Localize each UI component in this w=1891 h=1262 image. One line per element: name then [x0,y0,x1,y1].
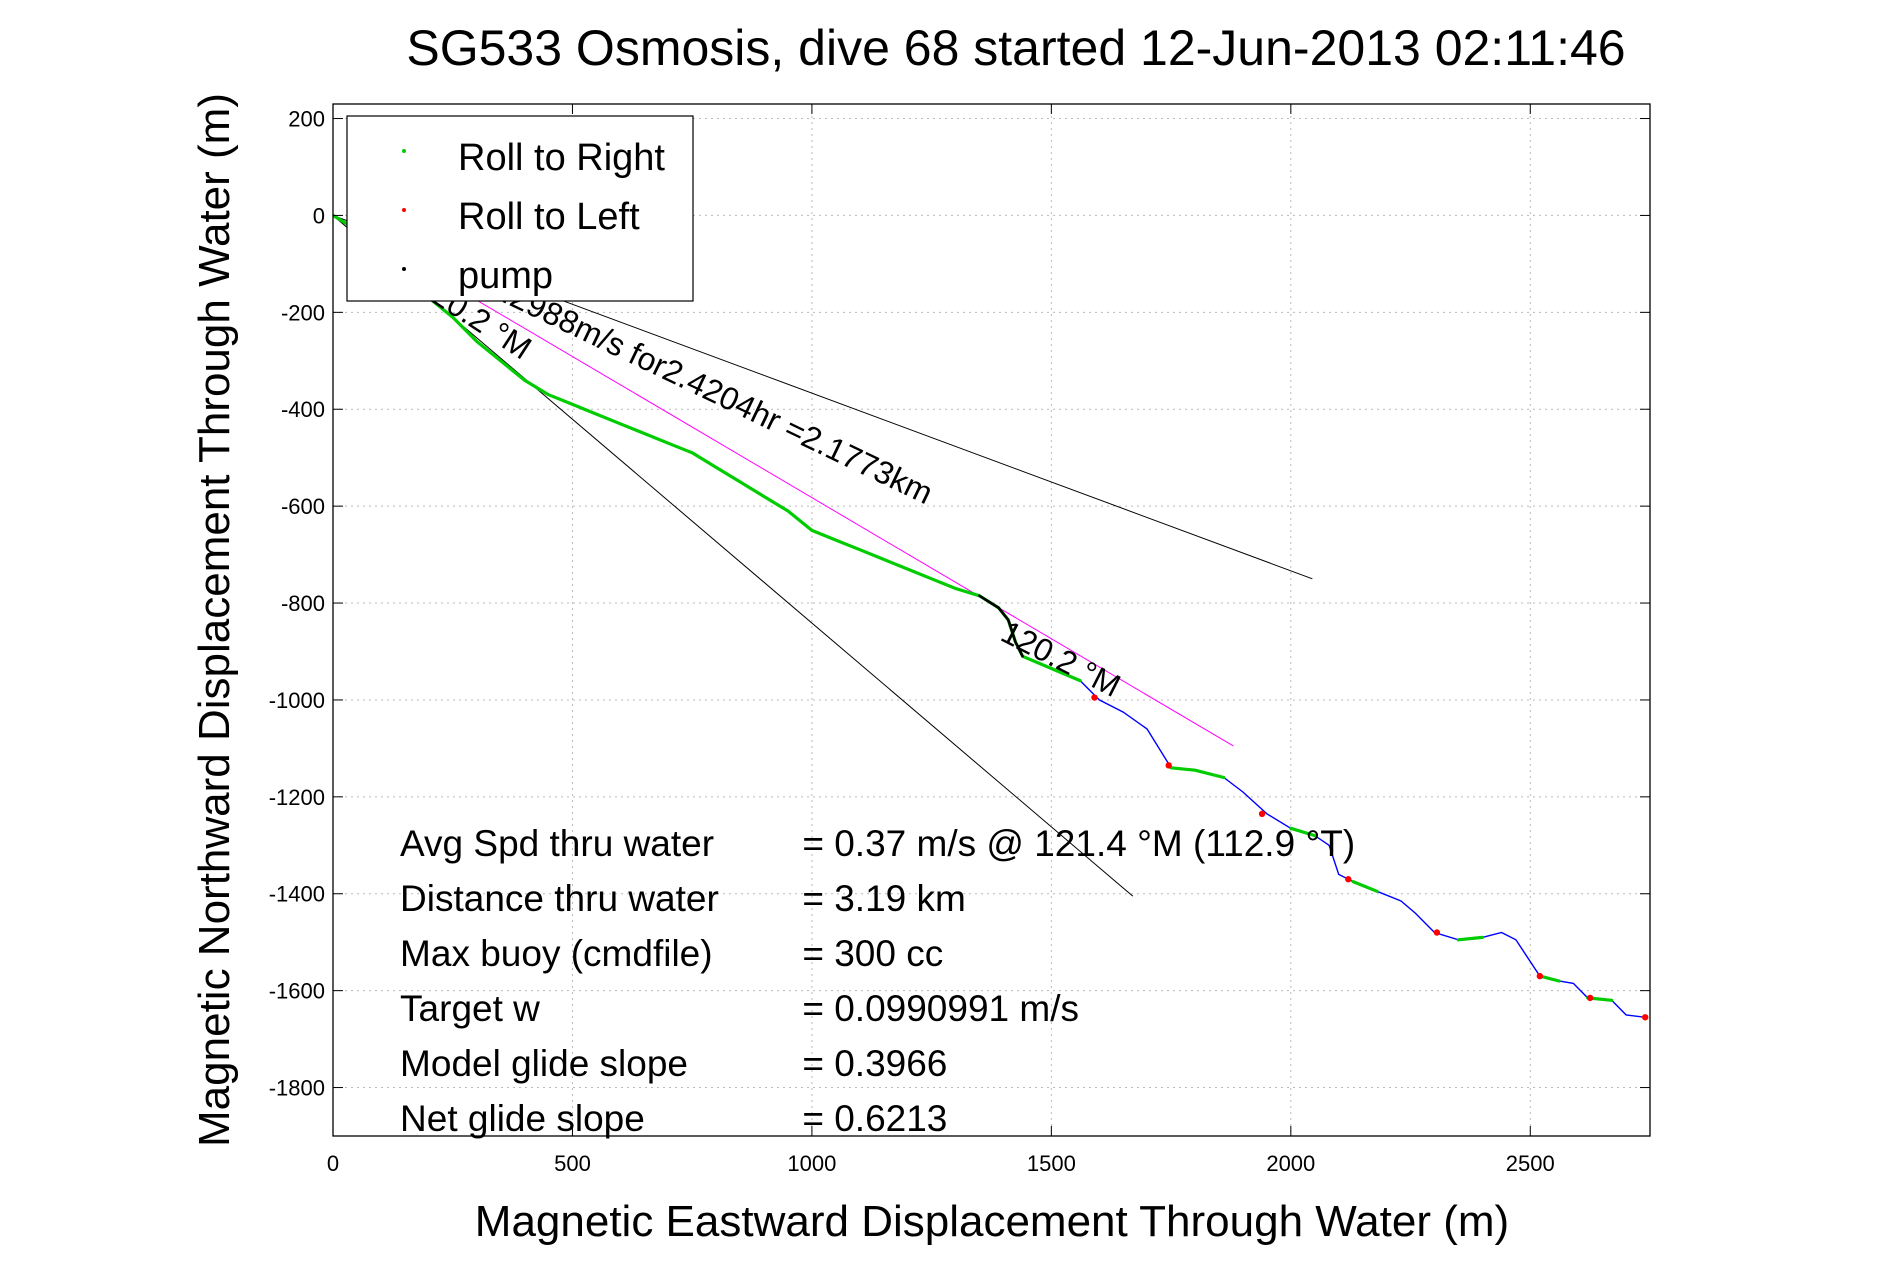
roll-right-segment [1169,766,1226,780]
roll-left-marker [1642,1014,1649,1021]
legend-label-roll-left: Roll to Left [458,196,640,238]
roll-left-markers [1091,694,1649,1021]
stat-label: Distance thru water [400,878,719,919]
y-tick-label: -200 [281,300,325,325]
plot-frame [332,103,1651,1137]
x-tick-label: 2000 [1266,1151,1315,1176]
stat-value: = 3.19 km [802,878,966,919]
roll-left-marker [1536,972,1544,980]
x-axis-label: Magnetic Eastward Displacement Through W… [475,1197,1509,1246]
y-tick-label: -1000 [269,688,325,713]
legend-label-roll-right: Roll to Right [458,137,665,179]
x-tick-label: 0 [327,1151,339,1176]
heading-line-group [333,215,1234,747]
roll-left-marker [1258,810,1266,818]
y-axis-label: Magnetic Northward Displacement Through … [190,93,239,1147]
legend-marker-roll-left [402,208,406,212]
roll-right-segment [1289,826,1317,838]
roll-left-marker [1345,876,1352,883]
stat-label: Target w [400,988,540,1029]
x-tick-label: 1500 [1027,1151,1076,1176]
pump-segment [978,594,1024,658]
roll-left-marker [1586,994,1594,1002]
stat-label: Max buoy (cmdfile) [400,933,713,974]
heading-line [333,215,1234,747]
x-tick-label: 1000 [787,1151,836,1176]
roll-left-marker [1433,929,1441,936]
chart-title: SG533 Osmosis, dive 68 started 12-Jun-20… [406,20,1625,76]
glider-track [333,213,1646,1018]
stat-value: = 0.6213 [802,1098,947,1139]
roll-right-segment [1456,935,1484,942]
y-tick-label: -600 [281,494,325,519]
stat-value: = 0.3966 [802,1043,947,1084]
y-tick-label: -800 [281,591,325,616]
legend: Roll to Right Roll to Left pump [346,115,694,302]
y-tick-label: 0 [313,203,325,228]
legend-marker-pump [402,267,406,271]
y-tick-label: -400 [281,397,325,422]
y-tick-label: 200 [288,107,325,132]
stat-value: = 300 cc [802,933,943,974]
stat-value: = 0.37 m/s @ 121.4 °M (112.9 °T) [802,823,1355,864]
stat-value: = 0.0990991 m/s [802,988,1079,1029]
y-tick-label: -1400 [269,882,325,907]
axis-ticks: 0 500 1000 1500 2000 25002000-200-400-600-800… [269,104,1650,1176]
roll-right-segment [1538,974,1561,983]
roll-left-marker [1091,694,1098,701]
roll-left-marker [1165,762,1172,769]
roll-right-segment [1351,880,1379,893]
stats-block: Avg Spd thru water = 0.37 m/s @ 121.4 °M … [400,823,1355,1139]
x-tick-label: 2500 [1506,1151,1555,1176]
legend-label-pump: pump [458,255,553,297]
x-tick-label: 500 [554,1151,591,1176]
stat-label: Avg Spd thru water [400,823,714,864]
stat-label: Model glide slope [400,1043,688,1084]
y-tick-label: -1800 [269,1076,325,1101]
y-tick-label: -1600 [269,979,325,1004]
grid-lines [333,104,1650,1136]
y-tick-label: -1200 [269,785,325,810]
stat-label: Net glide slope [400,1098,645,1139]
legend-marker-roll-right [402,149,406,153]
